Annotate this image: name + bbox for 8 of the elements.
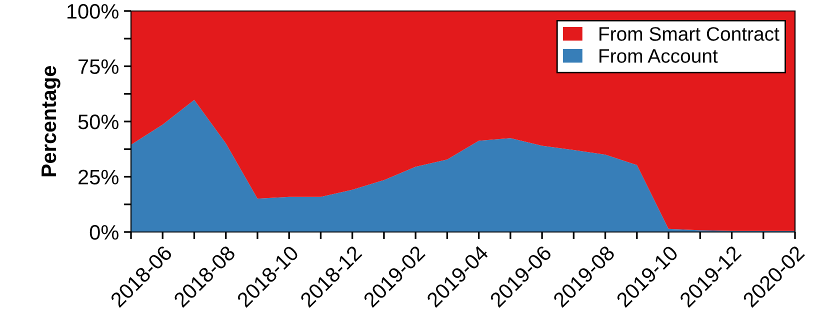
y-tick-label: 0% xyxy=(90,225,118,240)
y-tick-label: 50% xyxy=(78,114,118,130)
y-tick-label: 25% xyxy=(78,170,118,185)
legend-label: From Smart Contract xyxy=(600,27,780,41)
legend-label: From Account xyxy=(600,49,718,63)
y-tick-label: 75% xyxy=(78,59,118,74)
y-tick-label: 100% xyxy=(68,4,118,19)
y-axis-title: Percentage xyxy=(42,66,60,176)
